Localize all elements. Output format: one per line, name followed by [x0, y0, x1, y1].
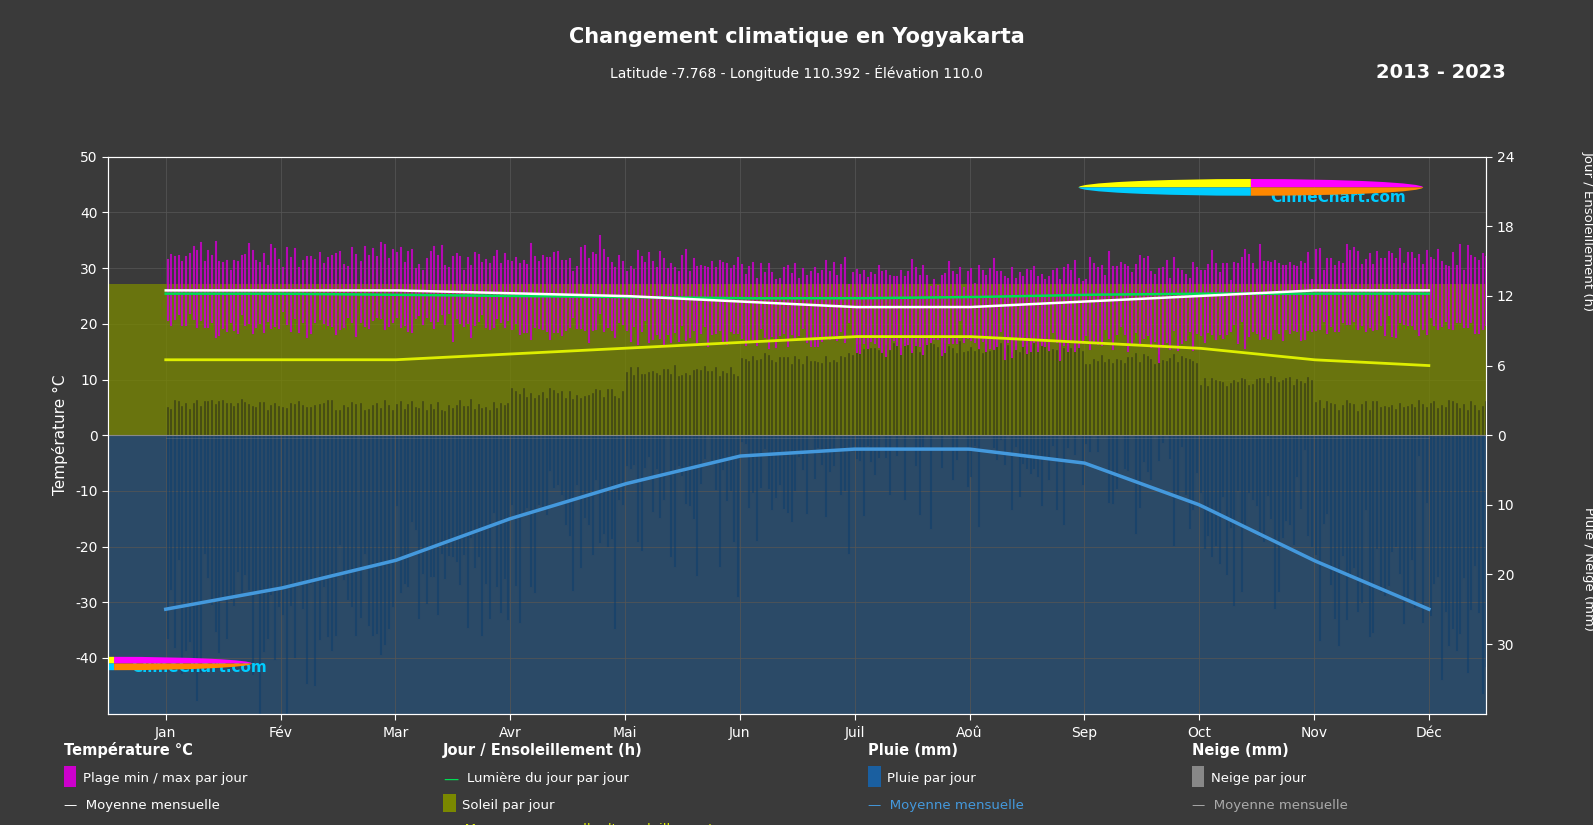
Wedge shape [1078, 179, 1251, 187]
Wedge shape [0, 657, 115, 663]
Text: ClimeChart.com: ClimeChart.com [131, 660, 268, 675]
Text: —  Moyenne mensuelle: — Moyenne mensuelle [1192, 799, 1348, 812]
Text: —  Moyenne mensuelle: — Moyenne mensuelle [868, 799, 1024, 812]
Text: Neige par jour: Neige par jour [1211, 772, 1306, 785]
Text: Pluie (mm): Pluie (mm) [868, 742, 957, 758]
Wedge shape [1251, 187, 1423, 196]
Wedge shape [1251, 179, 1423, 187]
Text: Lumière du jour par jour: Lumière du jour par jour [467, 772, 629, 785]
Wedge shape [115, 663, 252, 670]
Text: Jour / Ensoleillement (h): Jour / Ensoleillement (h) [1582, 151, 1593, 311]
Text: Pluie par jour: Pluie par jour [887, 772, 977, 785]
Wedge shape [1078, 187, 1251, 196]
Wedge shape [115, 657, 252, 663]
Text: Pluie / Neige (mm): Pluie / Neige (mm) [1582, 507, 1593, 631]
Text: —: — [443, 771, 459, 786]
Text: Jour / Ensoleillement (h): Jour / Ensoleillement (h) [443, 742, 642, 758]
Text: ClimeChart.com: ClimeChart.com [1270, 190, 1407, 205]
Y-axis label: Température °C: Température °C [53, 375, 68, 496]
Text: Neige (mm): Neige (mm) [1192, 742, 1289, 758]
Bar [108, 436, 1486, 714]
Text: Température °C: Température °C [64, 742, 193, 758]
Text: 2013 - 2023: 2013 - 2023 [1376, 63, 1505, 82]
Text: Plage min / max par jour: Plage min / max par jour [83, 772, 247, 785]
Text: —  Moyenne mensuelle d'ensoleillement: — Moyenne mensuelle d'ensoleillement [443, 823, 714, 825]
Text: Soleil par jour: Soleil par jour [462, 799, 554, 812]
Text: Changement climatique en Yogyakarta: Changement climatique en Yogyakarta [569, 27, 1024, 47]
Bar [108, 285, 1486, 436]
Wedge shape [0, 663, 115, 670]
Text: Latitude -7.768 - Longitude 110.392 - Élévation 110.0: Latitude -7.768 - Longitude 110.392 - Él… [610, 64, 983, 81]
Text: —  Moyenne mensuelle: — Moyenne mensuelle [64, 799, 220, 812]
